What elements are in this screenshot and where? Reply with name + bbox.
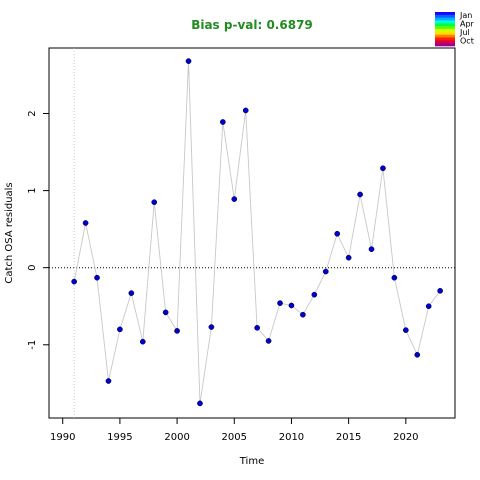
y-tick-label: 2 xyxy=(27,110,38,116)
legend-label: Apr xyxy=(460,20,475,29)
data-point xyxy=(334,230,341,237)
data-point xyxy=(265,338,272,344)
data-point xyxy=(231,196,238,202)
residual-points xyxy=(71,58,443,407)
data-point xyxy=(300,311,306,318)
residual-connector-line xyxy=(73,61,441,404)
data-point xyxy=(197,400,203,407)
x-axis-title: Time xyxy=(239,456,264,467)
data-point xyxy=(174,328,180,334)
data-point xyxy=(357,191,363,198)
legend-color-swatch xyxy=(435,14,455,18)
y-tick-label: 0 xyxy=(27,265,38,271)
x-tick-label: 1990 xyxy=(50,432,75,443)
y-tick-label: -1 xyxy=(27,340,38,350)
y-tick-label: 1 xyxy=(27,187,38,193)
legend-color-swatch xyxy=(435,37,455,41)
data-point xyxy=(82,220,89,226)
data-point xyxy=(139,338,146,345)
data-point xyxy=(94,274,100,281)
y-axis: -1 0 1 2 xyxy=(27,110,49,350)
data-point xyxy=(345,254,352,261)
x-axis: 1990 1995 2000 2005 2010 2015 2020 xyxy=(50,418,419,443)
x-tick-label: 2015 xyxy=(336,432,361,443)
legend-color-swatch xyxy=(435,43,455,47)
data-point xyxy=(277,300,283,306)
data-point xyxy=(288,302,295,309)
x-tick-label: 2000 xyxy=(164,432,189,443)
data-point xyxy=(437,287,443,294)
data-point xyxy=(162,309,169,316)
legend-color-swatch xyxy=(435,17,455,21)
x-tick-label: 2010 xyxy=(279,432,304,443)
data-point xyxy=(71,278,78,285)
legend-color-swatch xyxy=(435,23,455,27)
legend-label: Jul xyxy=(459,28,470,37)
y-axis-title: Catch OSA residuals xyxy=(4,182,15,283)
legend-color-swatch xyxy=(435,29,455,33)
data-point xyxy=(414,351,421,358)
legend-color-swatch xyxy=(435,12,455,16)
data-point xyxy=(380,165,386,172)
legend-color-swatch xyxy=(435,40,455,44)
legend-label: Oct xyxy=(460,37,474,46)
legend-color-swatch xyxy=(435,20,455,24)
plot-frame xyxy=(48,47,456,419)
data-point xyxy=(402,327,409,333)
legend-color-swatch xyxy=(435,34,455,38)
data-point xyxy=(311,291,318,298)
data-point xyxy=(368,246,375,253)
data-point xyxy=(128,290,135,296)
x-tick-label: 1995 xyxy=(107,432,132,443)
residual-line xyxy=(73,61,441,404)
data-point xyxy=(425,303,432,310)
data-point xyxy=(185,58,192,64)
data-point xyxy=(242,107,249,114)
data-point xyxy=(219,119,226,125)
data-point xyxy=(391,274,398,281)
data-point xyxy=(117,326,123,333)
bias-pvalue-title: Bias p-val: 0.6879 xyxy=(191,18,313,32)
legend-color-swatch xyxy=(435,31,455,35)
x-tick-label: 2005 xyxy=(222,432,247,443)
data-point xyxy=(322,268,329,275)
data-point xyxy=(208,324,215,330)
data-point xyxy=(151,199,158,206)
legend-color-swatch xyxy=(435,26,455,30)
data-point xyxy=(105,378,112,384)
legend-label: Jan xyxy=(459,11,472,20)
x-tick-label: 2020 xyxy=(393,432,418,443)
data-point xyxy=(254,324,260,331)
